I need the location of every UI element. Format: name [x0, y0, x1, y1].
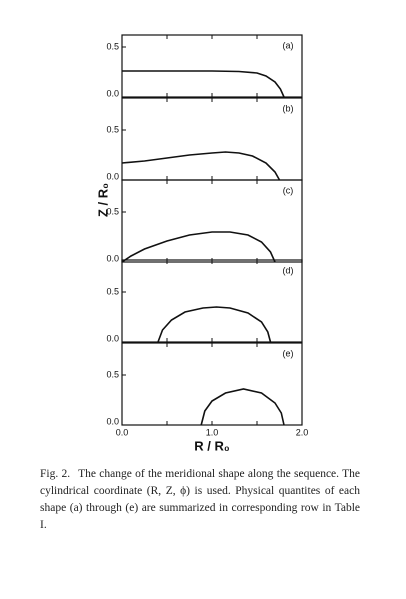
panel-label: (d)	[283, 265, 294, 275]
panel-frame	[121, 342, 303, 426]
y-tick-label: 0.5	[106, 286, 119, 296]
caption-label: Fig. 2.	[40, 468, 71, 480]
x-axis-label: R / R₀	[194, 438, 230, 453]
figure: 0.0 0.5 (a) 0.0 0.5 (b) 0.0 0.5 (c) Z / R₀ 0.0 0.5 (…	[95, 34, 309, 453]
shape-curve	[121, 231, 276, 263]
y-tick-label: 0.5	[106, 41, 119, 51]
panel-label: (c)	[283, 185, 294, 195]
y-tick-label: 0.5	[106, 124, 119, 134]
panel-label: (b)	[283, 103, 294, 113]
shape-curve	[122, 70, 285, 98]
panel-frame	[121, 259, 303, 343]
y-tick-label: 0.0	[106, 171, 119, 181]
y-tick-label: 0.0	[106, 416, 119, 426]
y-tick-label: 0.0	[106, 333, 119, 343]
panel-frame	[121, 179, 303, 263]
panel-label: (e)	[283, 348, 294, 358]
shape-curve	[200, 388, 285, 426]
panel-frame	[121, 97, 303, 181]
x-tick-label: 2.0	[296, 427, 309, 437]
shape-curve	[121, 151, 281, 181]
caption-text: The change of the meridional shape along…	[40, 468, 360, 531]
y-tick-label: 0.0	[106, 253, 119, 263]
y-axis-label: Z / R₀	[95, 183, 110, 217]
panel-label: (a)	[283, 40, 294, 50]
caption: Fig. 2. The change of the meridional shap…	[40, 466, 360, 534]
x-tick-label: 1.0	[206, 427, 219, 437]
x-tick-label: 0.0	[116, 427, 129, 437]
y-tick-label: 0.0	[106, 88, 119, 98]
y-tick-label: 0.5	[106, 369, 119, 379]
shape-curve	[157, 306, 272, 343]
panel-frame	[121, 34, 303, 98]
y-tick-label: 0.5	[106, 206, 119, 216]
